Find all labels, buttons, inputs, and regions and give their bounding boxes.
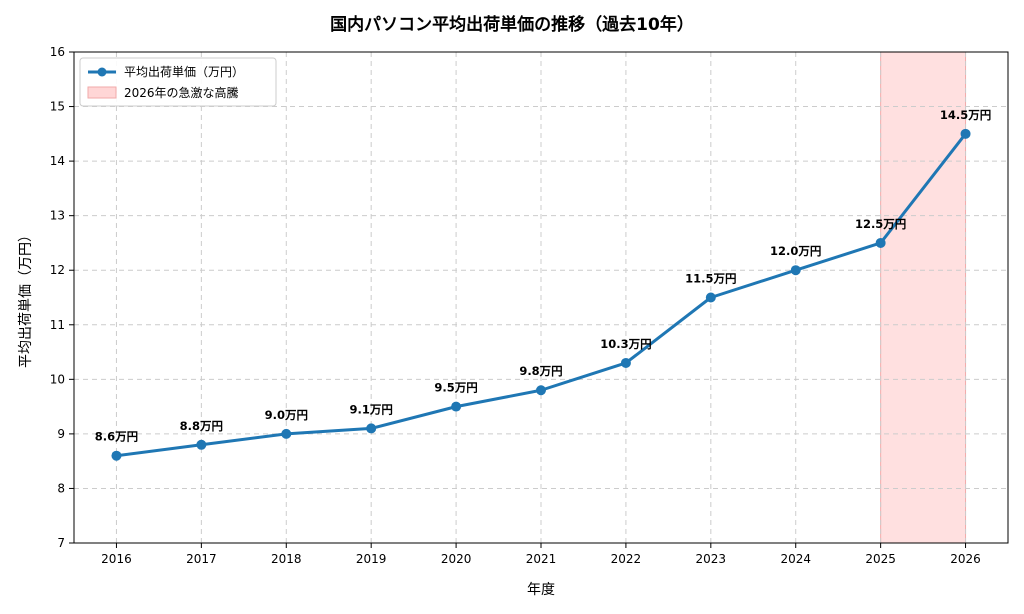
data-label: 9.0万円: [265, 408, 308, 422]
y-tick-label: 15: [50, 100, 65, 114]
x-tick-label: 2024: [780, 552, 811, 566]
y-tick-label: 9: [57, 427, 65, 441]
x-tick-label: 2022: [611, 552, 642, 566]
legend-label-region: 2026年の急激な高騰: [124, 85, 239, 100]
data-label: 12.5万円: [855, 217, 906, 231]
x-tick-label: 2025: [865, 552, 896, 566]
y-tick-label: 16: [50, 45, 65, 59]
data-point: [875, 237, 886, 248]
x-tick-label: 2019: [356, 552, 387, 566]
x-axis-label: 年度: [527, 582, 555, 598]
data-point: [536, 385, 546, 396]
data-label: 14.5万円: [940, 108, 991, 122]
x-tick-label: 2021: [526, 552, 557, 566]
data-label: 9.8万円: [519, 364, 562, 378]
y-tick-label: 13: [50, 209, 65, 223]
y-tick-label: 10: [50, 372, 65, 386]
chart-title: 国内パソコン平均出荷単価の推移（過去10年）: [330, 15, 694, 35]
plot-frame: [73, 51, 1009, 544]
data-point: [790, 265, 801, 276]
legend-marker: [97, 67, 107, 77]
highlight-region: [880, 52, 966, 543]
x-tick-label: 2020: [441, 552, 472, 566]
y-tick-label: 12: [50, 263, 65, 277]
data-label: 8.6万円: [95, 430, 138, 444]
data-point: [196, 439, 207, 450]
x-tick-label: 2018: [271, 552, 302, 566]
data-point: [960, 128, 971, 139]
data-label: 11.5万円: [685, 272, 736, 286]
x-tick-label: 2023: [696, 552, 727, 566]
y-tick-label: 7: [57, 536, 65, 550]
x-tick-label: 2016: [101, 552, 132, 566]
y-tick-label: 11: [50, 318, 65, 332]
data-point: [705, 292, 716, 303]
data-label: 10.3万円: [600, 337, 651, 351]
data-label: 8.8万円: [180, 419, 223, 433]
x-tick-label: 2026: [950, 552, 981, 566]
y-tick-label: 14: [50, 154, 65, 168]
data-label: 9.5万円: [434, 381, 477, 395]
x-tick-label: 2017: [186, 552, 217, 566]
data-point: [620, 357, 631, 368]
data-point: [281, 428, 292, 439]
legend-region-swatch: [87, 86, 117, 99]
data-label: 12.0万円: [770, 244, 821, 258]
y-axis-label: 平均出荷単価（万円）: [18, 228, 34, 368]
data-point: [451, 401, 462, 412]
data-point: [111, 450, 122, 461]
legend-label-series: 平均出荷単価（万円）: [124, 65, 244, 79]
data-point: [366, 423, 377, 434]
legend-box: [79, 57, 277, 107]
y-tick-label: 8: [57, 481, 65, 495]
data-label: 9.1万円: [349, 402, 392, 416]
